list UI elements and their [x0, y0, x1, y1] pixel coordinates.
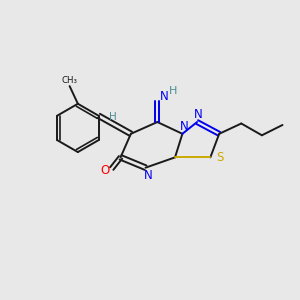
Text: CH₃: CH₃: [61, 76, 78, 85]
Text: N: N: [160, 91, 168, 103]
Text: H: H: [169, 86, 178, 96]
Text: H: H: [109, 112, 116, 122]
Text: O: O: [100, 164, 110, 177]
Text: N: N: [144, 169, 152, 182]
Text: N: N: [179, 120, 188, 133]
Text: S: S: [216, 152, 224, 164]
Text: N: N: [194, 108, 203, 121]
